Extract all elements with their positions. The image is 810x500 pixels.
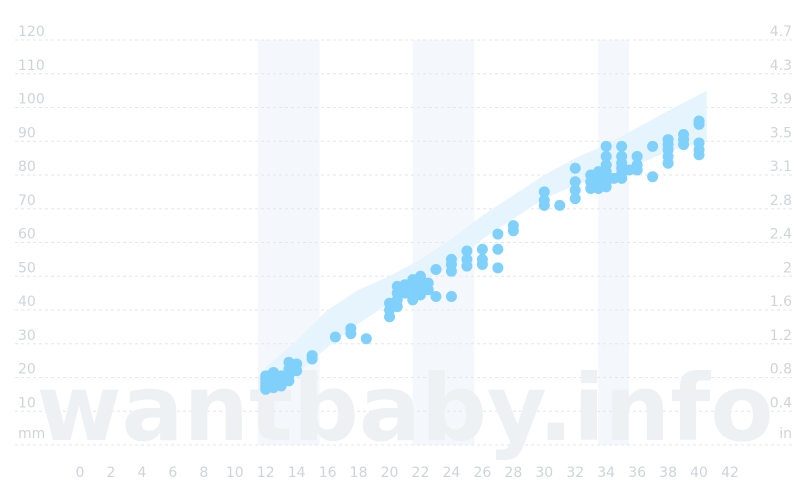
data-point-50 <box>461 253 473 265</box>
x-tick-label: 42 <box>721 465 739 481</box>
data-point-53 <box>476 253 488 265</box>
data-point-23 <box>360 333 372 345</box>
data-point-91 <box>631 150 643 162</box>
y-axis-right-ticks: 0.4 0.8 1.2 1.6 2 2.4 2.8 3.1 3.5 3.9 4.3 4.7 <box>770 24 792 411</box>
data-point-54 <box>476 243 488 255</box>
y-left-tick-label: 90 <box>18 125 36 141</box>
x-tick-label: 6 <box>168 465 177 481</box>
x-tick-label: 12 <box>257 465 275 481</box>
data-point-101 <box>678 129 690 140</box>
x-tick-label: 36 <box>628 465 646 481</box>
x-tick-label: 28 <box>504 465 522 481</box>
data-point-86 <box>616 150 628 162</box>
y-left-tick-label: 60 <box>18 227 36 243</box>
x-tick-label: 10 <box>226 465 244 481</box>
data-point-67 <box>569 162 581 174</box>
data-point-40 <box>414 270 426 282</box>
data-point-45 <box>445 291 457 302</box>
x-tick-label: 32 <box>566 465 584 481</box>
y-left-tick-label: 30 <box>18 328 36 344</box>
data-point-17 <box>291 358 303 370</box>
data-point-42 <box>422 277 434 289</box>
data-point-22 <box>345 323 357 335</box>
x-tick-label: 18 <box>350 465 368 481</box>
y-left-tick-label: 120 <box>18 24 45 40</box>
y-right-tick-label: 4.3 <box>770 58 792 74</box>
y-right-tick-label: 3.9 <box>770 92 792 108</box>
data-point-62 <box>538 186 550 198</box>
data-point-92 <box>647 171 659 183</box>
data-point-87 <box>616 140 628 152</box>
y-axis-left-ticks: 10 20 30 40 50 60 70 80 90 100 110 120 <box>18 24 45 411</box>
data-point-56 <box>492 243 504 255</box>
data-point-90 <box>631 159 643 171</box>
data-point-57 <box>492 228 504 240</box>
x-tick-label: 34 <box>597 465 615 481</box>
data-point-43 <box>430 291 442 302</box>
data-point-19 <box>306 350 318 362</box>
y-left-tick-label: 40 <box>18 294 36 310</box>
x-tick-label: 8 <box>199 465 208 481</box>
y-right-tick-label: 3.1 <box>770 159 792 175</box>
data-point-66 <box>569 176 581 188</box>
data-point-98 <box>662 134 674 146</box>
x-tick-label: 16 <box>319 465 337 481</box>
x-tick-label: 24 <box>443 465 461 481</box>
data-point-93 <box>647 140 659 152</box>
data-point-80 <box>600 140 612 152</box>
x-tick-label: 30 <box>535 465 553 481</box>
x-axis-ticks: 0 2 4 6 8 10 12 14 16 18 20 22 24 26 28 30 32 34 36 38 40 42 <box>76 465 739 481</box>
data-point-31 <box>399 287 411 299</box>
data-point-63 <box>554 199 566 211</box>
data-point-55 <box>492 262 504 274</box>
y-left-tick-label: 20 <box>18 362 36 378</box>
data-point-65 <box>569 184 581 196</box>
y-right-tick-label: 4.7 <box>770 24 792 40</box>
y-right-tick-label: 2.4 <box>770 227 792 243</box>
x-tick-label: 14 <box>288 465 306 481</box>
data-point-64 <box>569 193 581 205</box>
y-right-tick-label: 2.8 <box>770 193 792 209</box>
y-axis-right-unit: in <box>779 426 792 442</box>
y-left-tick-label: 10 <box>18 395 36 411</box>
data-point-79 <box>600 150 612 162</box>
x-tick-label: 26 <box>473 465 491 481</box>
x-tick-label: 40 <box>690 465 708 481</box>
data-point-78 <box>600 159 612 171</box>
data-point-59 <box>507 220 519 232</box>
data-points <box>260 115 705 395</box>
y-right-tick-label: 1.2 <box>770 328 792 344</box>
y-left-tick-label: 50 <box>18 260 36 276</box>
data-point-48 <box>445 253 457 265</box>
x-tick-label: 0 <box>76 465 85 481</box>
y-right-tick-label: 0.4 <box>770 395 792 411</box>
data-point-20 <box>329 331 341 343</box>
x-tick-label: 38 <box>659 465 677 481</box>
y-left-tick-label: 100 <box>18 92 45 108</box>
y-left-tick-label: 110 <box>18 58 45 74</box>
data-point-51 <box>461 245 473 257</box>
y-left-tick-label: 70 <box>18 193 36 209</box>
data-point-61 <box>538 194 550 206</box>
y-right-tick-label: 3.5 <box>770 125 792 141</box>
x-tick-label: 2 <box>106 465 115 481</box>
y-right-tick-label: 2 <box>783 260 792 276</box>
data-point-44 <box>430 264 442 275</box>
x-tick-label: 22 <box>412 465 430 481</box>
x-tick-label: 20 <box>381 465 399 481</box>
y-right-tick-label: 0.8 <box>770 362 792 378</box>
y-left-tick-label: 80 <box>18 159 36 175</box>
y-axis-left-unit: mm <box>18 426 45 442</box>
watermark: wantbaby.info <box>36 355 773 462</box>
x-tick-label: 4 <box>137 465 146 481</box>
y-right-tick-label: 1.6 <box>770 294 792 310</box>
data-point-104 <box>693 137 705 149</box>
data-point-106 <box>693 115 705 127</box>
